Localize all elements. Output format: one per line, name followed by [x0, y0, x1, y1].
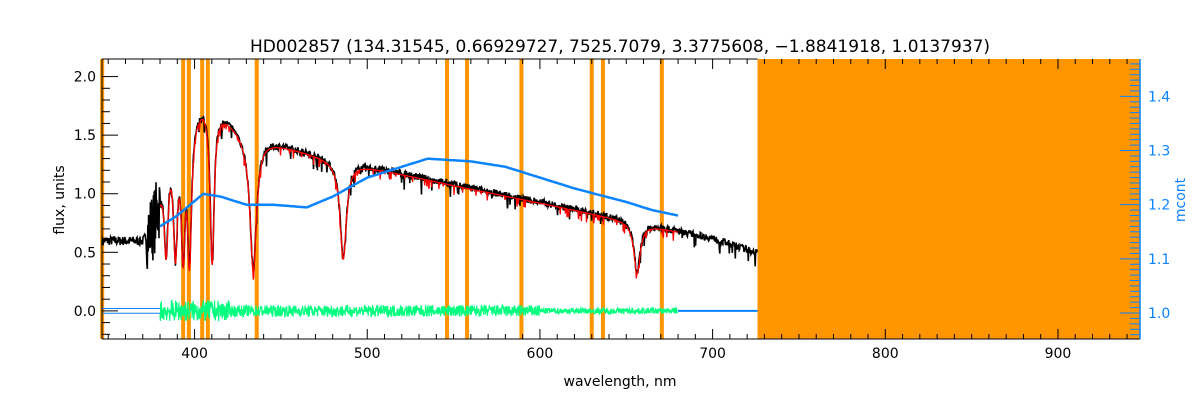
masked-line	[200, 59, 205, 339]
y-tick-label: 2.0	[74, 70, 96, 86]
masked-regions	[100, 59, 1140, 339]
masked-region	[757, 59, 1140, 339]
residual-line	[159, 299, 679, 322]
masked-line	[600, 59, 605, 339]
y2-tick-label: 1.2	[1148, 198, 1170, 214]
x-tick-label: 500	[354, 346, 381, 362]
y-tick-label: 0.5	[74, 245, 96, 261]
x-axis-label: wavelength, nm	[564, 374, 677, 390]
masked-line	[186, 59, 191, 339]
y-tick-label: 1.5	[74, 128, 96, 144]
y-axis-label: flux, units	[52, 165, 68, 234]
x-tick-label: 900	[1045, 346, 1072, 362]
model-flux-line	[159, 118, 679, 280]
y2-tick-label: 1.1	[1148, 252, 1170, 268]
masked-line	[254, 59, 259, 339]
y2-tick-label: 1.3	[1148, 144, 1170, 160]
mcont-line	[159, 157, 679, 228]
chart-title: HD002857 (134.31545, 0.66929727, 7525.70…	[250, 37, 990, 57]
y-tick-label: 1.0	[74, 187, 96, 203]
x-tick-label: 700	[699, 346, 726, 362]
series-group	[101, 114, 759, 322]
axes: 400 500 600 700 800 900 0.0 0.5 1.0 1.5 2.0 1.0 1.1 1…	[74, 58, 1170, 362]
masked-line	[659, 59, 664, 339]
x-tick-label: 400	[181, 346, 208, 362]
masked-line	[205, 59, 210, 339]
masked-line	[589, 59, 594, 339]
masked-line	[181, 59, 186, 339]
x-tick-label: 600	[527, 346, 554, 362]
y-tick-label: 0.0	[74, 304, 96, 320]
y2-axis-label: mcont	[1173, 177, 1189, 222]
y2-tick-label: 1.4	[1148, 89, 1170, 105]
masked-line	[465, 59, 470, 339]
x-tick-label: 800	[872, 346, 899, 362]
y2-tick-label: 1.0	[1148, 306, 1170, 322]
masked-line	[445, 59, 450, 339]
